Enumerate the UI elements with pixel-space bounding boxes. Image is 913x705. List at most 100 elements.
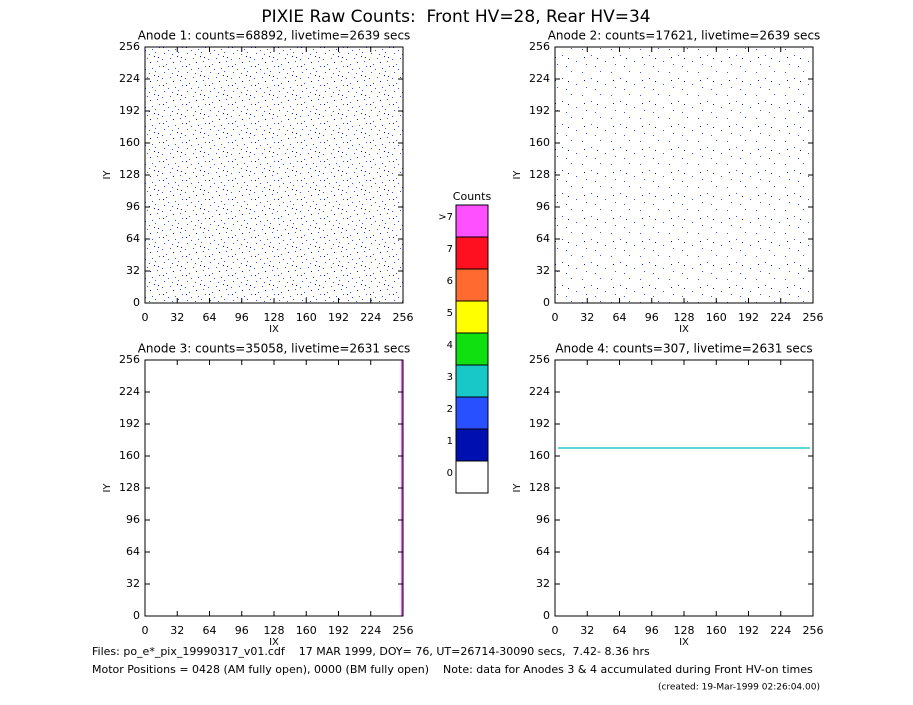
y-tick-label: 0: [543, 296, 550, 309]
x-axis-label: IX: [269, 637, 279, 648]
x-tick-label: 96: [645, 624, 659, 637]
x-tick-label: 32: [580, 311, 594, 324]
colorbar-label: >7: [438, 212, 453, 223]
x-tick-label: 32: [170, 624, 184, 637]
y-tick-label: 64: [126, 545, 140, 558]
y-tick-label: 256: [119, 40, 140, 53]
y-tick-label: 192: [119, 104, 140, 117]
y-tick-label: 224: [529, 72, 550, 85]
y-tick-label: 160: [119, 136, 140, 149]
colorbar-swatch: [455, 428, 489, 462]
panel-title: Anode 2: counts=17621, livetime=2639 sec…: [548, 29, 821, 43]
y-axis-label: IY: [102, 483, 113, 493]
y-axis-label: IY: [512, 483, 523, 493]
image-texture: [558, 447, 810, 449]
x-tick-label: 160: [706, 311, 727, 324]
plot-frame: [554, 359, 814, 617]
y-tick-label: 96: [126, 200, 140, 213]
y-tick-label: 64: [536, 232, 550, 245]
x-tick-label: 0: [552, 311, 559, 324]
x-tick-label: 192: [738, 624, 759, 637]
image-texture: [145, 47, 403, 303]
colorbar-swatch: [455, 204, 489, 238]
y-tick-label: 0: [133, 609, 140, 622]
x-tick-label: 96: [235, 311, 249, 324]
x-tick-label: 128: [674, 311, 695, 324]
colorbar-label: 3: [447, 372, 453, 383]
x-tick-label: 192: [738, 311, 759, 324]
x-tick-label: 224: [770, 311, 791, 324]
x-tick-label: 128: [674, 624, 695, 637]
colorbar-label: 1: [447, 436, 453, 447]
x-tick-label: 64: [613, 624, 627, 637]
y-tick-label: 32: [536, 264, 550, 277]
footer-line: (created: 19-Mar-1999 02:26:04.00): [658, 683, 820, 693]
plot-frame: [144, 359, 404, 617]
colorbar-swatch: [455, 268, 489, 302]
y-tick-label: 96: [536, 200, 550, 213]
y-tick-label: 128: [119, 481, 140, 494]
x-tick-label: 64: [613, 311, 627, 324]
y-tick-label: 192: [119, 417, 140, 430]
colorbar-swatch: [455, 396, 489, 430]
x-tick-label: 0: [552, 624, 559, 637]
colorbar-title: Counts: [453, 190, 492, 203]
colorbar-label: 0: [447, 468, 453, 479]
image-texture: [555, 47, 813, 303]
x-tick-label: 128: [264, 624, 285, 637]
y-tick-label: 64: [126, 232, 140, 245]
x-axis-label: IX: [679, 324, 689, 335]
colorbar-label: 7: [447, 244, 453, 255]
x-axis-label: IX: [269, 324, 279, 335]
x-tick-label: 224: [360, 624, 381, 637]
y-tick-label: 256: [119, 353, 140, 366]
y-tick-label: 96: [126, 513, 140, 526]
y-tick-label: 160: [119, 449, 140, 462]
colorbar-swatch: [455, 300, 489, 334]
y-tick-label: 32: [126, 577, 140, 590]
colorbar-label: 4: [447, 340, 453, 351]
x-tick-label: 256: [803, 624, 824, 637]
x-tick-label: 160: [296, 311, 317, 324]
y-tick-label: 32: [126, 264, 140, 277]
x-tick-label: 64: [203, 624, 217, 637]
y-tick-label: 96: [536, 513, 550, 526]
colorbar-label: 2: [447, 404, 453, 415]
x-tick-label: 160: [706, 624, 727, 637]
colorbar-swatch: [455, 236, 489, 270]
colorbar-label: 6: [447, 276, 453, 287]
y-tick-label: 160: [529, 136, 550, 149]
x-tick-label: 192: [328, 311, 349, 324]
x-tick-label: 256: [393, 311, 414, 324]
colorbar-swatch: [455, 460, 489, 494]
figure-title: PIXIE Raw Counts: Front HV=28, Rear HV=3…: [261, 7, 650, 27]
y-tick-label: 128: [119, 168, 140, 181]
x-axis-label: IX: [679, 637, 689, 648]
panel-title: Anode 1: counts=68892, livetime=2639 sec…: [138, 29, 411, 43]
y-axis-label: IY: [512, 170, 523, 180]
y-tick-label: 192: [529, 417, 550, 430]
x-tick-label: 160: [296, 624, 317, 637]
y-tick-label: 128: [529, 481, 550, 494]
y-tick-label: 224: [529, 385, 550, 398]
y-tick-label: 128: [529, 168, 550, 181]
y-tick-label: 160: [529, 449, 550, 462]
y-tick-label: 192: [529, 104, 550, 117]
x-tick-label: 192: [328, 624, 349, 637]
colorbar-label: 5: [447, 308, 453, 319]
x-tick-label: 96: [645, 311, 659, 324]
y-tick-label: 256: [529, 353, 550, 366]
colorbar-swatch: [455, 332, 489, 366]
x-tick-label: 64: [203, 311, 217, 324]
y-tick-label: 32: [536, 577, 550, 590]
x-tick-label: 256: [803, 311, 824, 324]
y-axis-label: IY: [102, 170, 113, 180]
footer-line: Motor Positions = 0428 (AM fully open), …: [92, 663, 813, 676]
panel-title: Anode 3: counts=35058, livetime=2631 sec…: [138, 342, 411, 356]
x-tick-label: 0: [142, 624, 149, 637]
x-tick-label: 128: [264, 311, 285, 324]
y-tick-label: 0: [543, 609, 550, 622]
x-tick-label: 0: [142, 311, 149, 324]
y-tick-label: 256: [529, 40, 550, 53]
